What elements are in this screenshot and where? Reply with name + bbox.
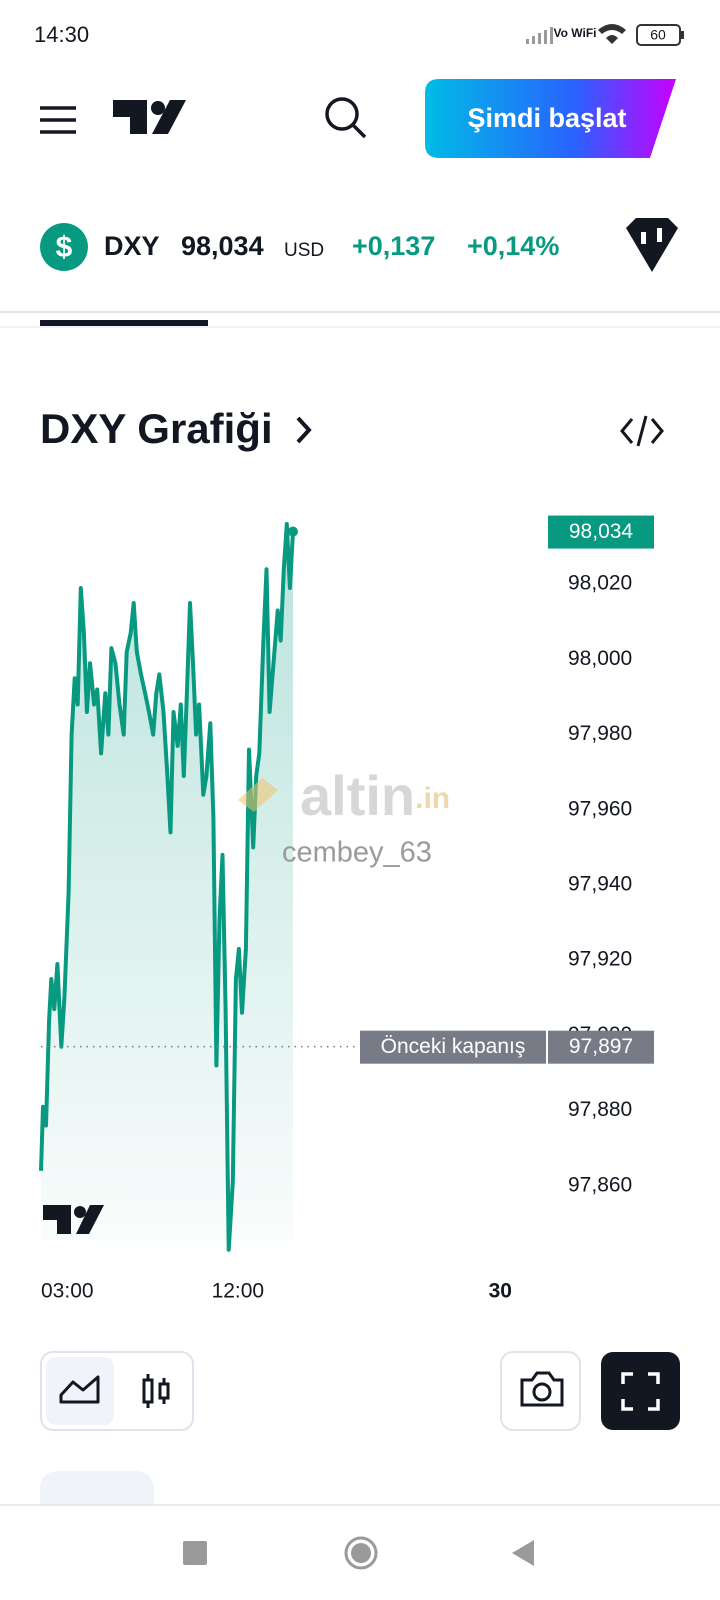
camera-icon[interactable] [520, 1371, 564, 1407]
x-tick-label: 12:00 [212, 1280, 265, 1303]
network-label: Vo WiFi [554, 26, 597, 40]
watermark-user: cembey_63 [282, 837, 432, 869]
signal-icon [526, 27, 553, 44]
tab-pill [40, 1471, 154, 1505]
search-button[interactable] [325, 97, 367, 139]
title-chevron[interactable] [296, 416, 312, 444]
ticker-currency: USD [284, 240, 324, 261]
y-tick-label: 97,940 [568, 873, 632, 896]
watermark-brand: altin.in [300, 764, 450, 827]
area-fill [41, 524, 293, 1250]
watermark-brand-main: altin [300, 764, 415, 827]
previous-close-value-tag [548, 1030, 654, 1064]
battery-icon [636, 24, 681, 46]
nav-recent[interactable] [183, 1541, 207, 1565]
ticker-symbol: DXY [104, 231, 160, 261]
candle-chart-button[interactable] [142, 1374, 170, 1408]
last-point [287, 526, 298, 537]
snapshot-button[interactable] [500, 1351, 581, 1431]
ticker-change-pct: +0,14% [467, 231, 559, 261]
previous-close-value: 97,897 [569, 1035, 633, 1058]
y-tick-label: 97,980 [568, 722, 632, 745]
y-tick-label: 97,960 [568, 797, 632, 820]
status-time: 14:30 [34, 22, 89, 47]
alert-icon[interactable] [626, 218, 678, 272]
previous-close-text: Önceki kapanış [381, 1035, 526, 1058]
tv-logo[interactable] [113, 100, 186, 134]
last-price-tag [548, 515, 654, 549]
y-tick-label: 97,860 [568, 1173, 632, 1196]
plot: 97,86097,88097,90097,92097,94097,96097,9… [39, 515, 654, 1303]
y-tick-label: 97,920 [568, 948, 632, 971]
embed-button[interactable] [620, 415, 664, 447]
y-tick-label: 98,000 [568, 647, 632, 670]
last-price-value: 98,034 [569, 520, 634, 543]
ticker-price: 98,034 [181, 231, 264, 261]
x-tick-label: 30 [489, 1280, 512, 1303]
line-chart-button[interactable] [46, 1357, 114, 1425]
watermark-logo [238, 778, 278, 812]
y-tick-label: 98,020 [568, 572, 632, 595]
y-tick-label: 97,880 [568, 1098, 632, 1121]
fullscreen-icon[interactable] [621, 1372, 660, 1411]
nav-home-dot[interactable] [351, 1543, 371, 1563]
cta-label[interactable]: Şimdi başlat [467, 103, 626, 133]
previous-close-tag [360, 1030, 546, 1064]
wifi-icon [598, 24, 626, 44]
line-chart-icon[interactable] [59, 1375, 100, 1404]
watermark-brand-suffix: .in [415, 782, 450, 815]
battery-tip [681, 31, 684, 39]
chart-logo [43, 1205, 104, 1234]
ticker-change: +0,137 [352, 231, 435, 261]
tab-indicator [40, 320, 208, 326]
nav-home[interactable] [344, 1536, 378, 1570]
cta-button[interactable] [425, 79, 676, 158]
menu-button[interactable] [40, 106, 76, 134]
x-tick-label: 03:00 [41, 1280, 94, 1303]
fullscreen-button[interactable] [601, 1352, 680, 1430]
battery-level: 60 [650, 27, 666, 43]
chart-title[interactable]: DXY Grafiği [40, 405, 273, 452]
currency-icon [40, 223, 88, 271]
currency-icon-glyph: $ [56, 231, 73, 264]
nav-back[interactable] [512, 1540, 534, 1566]
